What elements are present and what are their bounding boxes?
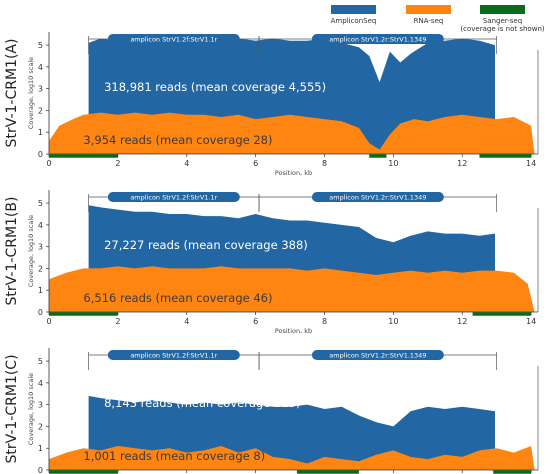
y-tick-label: 5 — [38, 357, 43, 366]
x-tick-label: 12 — [457, 317, 467, 326]
coverage-panel: StrV-1-CRM1(B) Coverage, log10 scale01234… — [4, 190, 539, 335]
y-tick-label: 1 — [38, 286, 43, 295]
amplicon-label: amplicon StrV1.2r:StrV1.1349 — [329, 36, 426, 44]
y-tick-label: 0 — [38, 308, 43, 317]
x-tick-label: 0 — [46, 317, 51, 326]
legend: AmpliconSeq RNA-seq Sanger-seq (coverage… — [331, 5, 545, 33]
y-tick-label: 4 — [38, 221, 43, 230]
amplicon-label: amplicon StrV1.2f:StrV1.1r — [130, 352, 217, 360]
x-tick-label: 8 — [322, 317, 327, 326]
rnaseq-reads-annotation: 1,001 reads (mean coverage 8) — [83, 449, 265, 463]
ampliconseq-reads-annotation: 8,143 reads (mean coverage 115) — [104, 396, 300, 410]
x-tick-label: 6 — [253, 317, 258, 326]
amplicon-label-pill — [311, 34, 444, 44]
y-tick-label: 1 — [38, 128, 43, 137]
legend-swatch-sangerseq — [480, 5, 525, 14]
x-tick-label: 10 — [388, 317, 398, 326]
legend-swatch-ampliconseq — [331, 5, 376, 14]
y-axis-label: Coverage, log10 scale — [27, 57, 35, 129]
rnaseq-area — [49, 446, 535, 470]
legend-label-sangerseq: Sanger-seq — [483, 17, 522, 25]
amplicon-label: amplicon StrV1.2f:StrV1.1r — [130, 194, 217, 202]
y-tick-label: 2 — [38, 264, 43, 273]
y-tick-label: 3 — [38, 85, 43, 94]
legend-label-ampliconseq: AmpliconSeq — [331, 17, 377, 25]
y-tick-label: 0 — [38, 150, 43, 159]
amplicon-label-pill — [107, 350, 240, 360]
rnaseq-area — [49, 112, 535, 154]
amplicon-label-pill — [311, 350, 444, 360]
amplicon-label: amplicon StrV1.2r:StrV1.1349 — [329, 352, 426, 360]
y-tick-label: 5 — [38, 199, 43, 208]
legend-swatch-rnaseq — [406, 5, 451, 14]
rnaseq-reads-annotation: 3,954 reads (mean coverage 28) — [83, 133, 272, 147]
y-tick-label: 1 — [38, 444, 43, 453]
y-tick-label: 3 — [38, 243, 43, 252]
y-tick-label: 2 — [38, 422, 43, 431]
x-tick-label: 14 — [526, 159, 536, 168]
amplicon-label: amplicon StrV1.2r:StrV1.1349 — [329, 194, 426, 202]
y-tick-label: 3 — [38, 401, 43, 410]
y-axis-label: Coverage, log10 scale — [27, 215, 35, 287]
y-tick-label: 2 — [38, 106, 43, 115]
x-tick-label: 4 — [184, 159, 189, 168]
amplicon-label-pill — [107, 34, 240, 44]
legend-label-rnaseq: RNA-seq — [414, 17, 444, 25]
y-tick-label: 4 — [38, 379, 43, 388]
x-axis-label: Position, kb — [275, 327, 312, 335]
x-tick-label: 10 — [388, 159, 398, 168]
rnaseq-area — [49, 266, 535, 312]
coverage-panel: StrV-1-CRM1(A) Coverage, log10 scale01234… — [4, 32, 539, 177]
amplicon-label-pill — [107, 192, 240, 202]
sample-name: StrV-1-CRM1(C) — [4, 354, 20, 463]
x-tick-label: 14 — [526, 317, 536, 326]
coverage-panel: StrV-1-CRM1(C) Coverage, log10 scale 0 1 2 3 4… — [4, 348, 539, 474]
x-tick-label: 0 — [46, 159, 51, 168]
x-tick-label: 6 — [253, 159, 258, 168]
rnaseq-reads-annotation: 6,516 reads (mean coverage 46) — [83, 291, 272, 305]
sample-name: StrV-1-CRM1(A) — [4, 39, 20, 148]
x-tick-label: 2 — [115, 317, 120, 326]
ampliconseq-reads-annotation: 27,227 reads (mean coverage 388) — [104, 238, 308, 252]
x-tick-label: 2 — [115, 159, 120, 168]
x-tick-label: 8 — [322, 159, 327, 168]
sample-name: StrV-1-CRM1(B) — [4, 197, 20, 306]
amplicon-label: amplicon StrV1.2f:StrV1.1r — [130, 36, 217, 44]
y-tick-label: 0 — [38, 466, 43, 474]
y-tick-label: 5 — [38, 41, 43, 50]
y-axis-label: Coverage, log10 scale — [27, 373, 35, 445]
legend-note-sangerseq: (coverage is not shown) — [460, 25, 544, 33]
x-axis-label: Position, kb — [275, 169, 312, 177]
ampliconseq-reads-annotation: 318,981 reads (mean coverage 4,555) — [104, 80, 326, 94]
y-tick-label: 4 — [38, 63, 43, 72]
x-tick-label: 4 — [184, 317, 189, 326]
x-tick-label: 12 — [457, 159, 467, 168]
amplicon-label-pill — [311, 192, 444, 202]
